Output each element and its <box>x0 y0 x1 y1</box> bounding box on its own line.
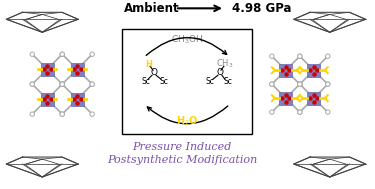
Bar <box>279 64 292 77</box>
Bar <box>71 93 84 106</box>
Circle shape <box>60 82 64 86</box>
Text: 4.98 GPa: 4.98 GPa <box>232 2 292 15</box>
Circle shape <box>298 82 302 86</box>
Text: Sc: Sc <box>206 77 214 86</box>
Circle shape <box>30 82 34 86</box>
Bar <box>307 64 320 77</box>
Circle shape <box>60 112 64 116</box>
Bar <box>71 63 84 76</box>
Bar <box>279 92 292 105</box>
Text: CH$_3$: CH$_3$ <box>216 58 234 70</box>
Circle shape <box>326 54 330 58</box>
Bar <box>307 92 320 105</box>
Text: Postsynthetic Modification: Postsynthetic Modification <box>107 155 257 165</box>
Circle shape <box>298 82 302 86</box>
Bar <box>122 29 252 134</box>
Text: Pressure Induced: Pressure Induced <box>132 142 232 152</box>
Circle shape <box>326 82 330 86</box>
Circle shape <box>270 82 274 86</box>
Circle shape <box>60 52 64 57</box>
Text: Ambient: Ambient <box>124 2 180 15</box>
Circle shape <box>326 82 330 86</box>
Bar <box>41 93 54 106</box>
Text: O: O <box>216 68 223 77</box>
Circle shape <box>298 82 302 86</box>
Text: Sc: Sc <box>142 77 150 86</box>
Bar <box>41 63 54 76</box>
Circle shape <box>90 82 94 86</box>
FancyArrowPatch shape <box>146 38 226 55</box>
Circle shape <box>270 54 274 58</box>
Circle shape <box>60 52 64 57</box>
Circle shape <box>60 112 64 116</box>
Circle shape <box>30 82 34 86</box>
Circle shape <box>298 54 302 58</box>
Text: Sc: Sc <box>224 77 232 86</box>
Text: Sc: Sc <box>160 77 168 86</box>
FancyArrowPatch shape <box>147 106 228 124</box>
Circle shape <box>60 82 64 86</box>
Circle shape <box>298 110 302 114</box>
Circle shape <box>30 112 34 116</box>
Circle shape <box>90 112 94 116</box>
Circle shape <box>30 52 34 57</box>
Text: CH$_3$OH: CH$_3$OH <box>171 33 203 46</box>
Circle shape <box>270 82 274 86</box>
Circle shape <box>90 82 94 86</box>
Text: H$_2$O: H$_2$O <box>176 114 198 128</box>
Circle shape <box>60 82 64 86</box>
Circle shape <box>298 82 302 86</box>
Circle shape <box>270 110 274 114</box>
Circle shape <box>90 52 94 57</box>
Text: H: H <box>146 60 153 69</box>
Circle shape <box>60 82 64 86</box>
Circle shape <box>298 110 302 114</box>
Text: O: O <box>150 68 158 77</box>
Circle shape <box>298 54 302 58</box>
Circle shape <box>326 110 330 114</box>
